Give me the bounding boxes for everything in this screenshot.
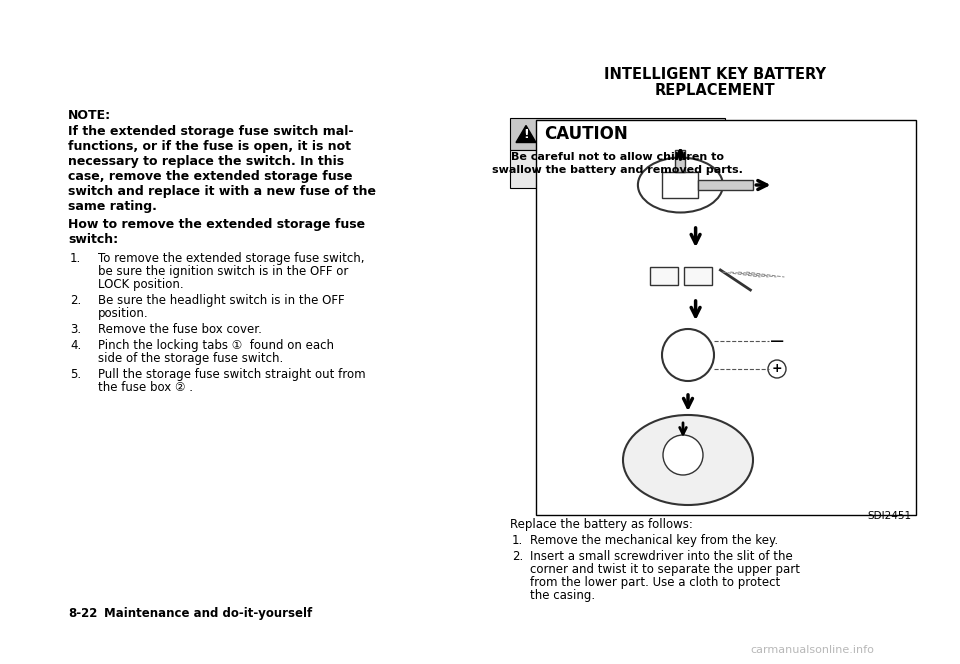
- Bar: [651, 267, 679, 285]
- Text: 3.: 3.: [70, 323, 82, 336]
- Text: CAUTION: CAUTION: [544, 125, 628, 143]
- Text: side of the storage fuse switch.: side of the storage fuse switch.: [98, 352, 283, 365]
- Bar: [676, 150, 685, 172]
- Text: !: !: [523, 129, 529, 141]
- Text: switch:: switch:: [68, 233, 118, 246]
- Circle shape: [768, 360, 786, 378]
- Circle shape: [663, 435, 703, 475]
- Bar: [510, 150, 725, 188]
- Circle shape: [662, 329, 714, 381]
- Text: the casing.: the casing.: [530, 589, 595, 602]
- Text: same rating.: same rating.: [68, 200, 156, 213]
- Text: 1.: 1.: [512, 534, 523, 547]
- Text: Pull the storage fuse switch straight out from: Pull the storage fuse switch straight ou…: [98, 368, 366, 381]
- Text: INTELLIGENT KEY BATTERY: INTELLIGENT KEY BATTERY: [604, 67, 826, 82]
- Text: necessary to replace the switch. In this: necessary to replace the switch. In this: [68, 155, 344, 168]
- Bar: [510, 118, 725, 150]
- Text: NOTE:: NOTE:: [68, 109, 111, 122]
- Text: +: +: [772, 363, 782, 376]
- Text: case, remove the extended storage fuse: case, remove the extended storage fuse: [68, 170, 352, 183]
- Text: switch and replace it with a new fuse of the: switch and replace it with a new fuse of…: [68, 185, 376, 198]
- Bar: [662, 172, 698, 198]
- Text: carmanualsonline.info: carmanualsonline.info: [750, 645, 874, 655]
- Text: Be careful not to allow children to: Be careful not to allow children to: [511, 152, 724, 162]
- Ellipse shape: [623, 415, 753, 505]
- Text: be sure the ignition switch is in the OFF or: be sure the ignition switch is in the OF…: [98, 265, 348, 278]
- Text: position.: position.: [98, 307, 149, 320]
- Text: from the lower part. Use a cloth to protect: from the lower part. Use a cloth to prot…: [530, 576, 780, 589]
- Text: Remove the mechanical key from the key.: Remove the mechanical key from the key.: [530, 534, 779, 547]
- Text: If the extended storage fuse switch mal-: If the extended storage fuse switch mal-: [68, 125, 353, 138]
- Text: Maintenance and do-it-yourself: Maintenance and do-it-yourself: [104, 607, 312, 620]
- Text: 2.: 2.: [70, 294, 82, 307]
- Text: 2.: 2.: [512, 550, 523, 563]
- Text: functions, or if the fuse is open, it is not: functions, or if the fuse is open, it is…: [68, 140, 351, 153]
- Text: corner and twist it to separate the upper part: corner and twist it to separate the uppe…: [530, 563, 800, 576]
- Text: LOCK position.: LOCK position.: [98, 278, 183, 291]
- Text: swallow the battery and removed parts.: swallow the battery and removed parts.: [492, 165, 743, 175]
- Text: Pinch the locking tabs ①  found on each: Pinch the locking tabs ① found on each: [98, 339, 334, 352]
- Text: −: −: [769, 331, 785, 351]
- Bar: [536, 120, 916, 515]
- Text: 4.: 4.: [70, 339, 82, 352]
- Text: To remove the extended storage fuse switch,: To remove the extended storage fuse swit…: [98, 252, 365, 265]
- Text: Remove the fuse box cover.: Remove the fuse box cover.: [98, 323, 262, 336]
- Bar: [684, 267, 712, 285]
- Text: the fuse box ② .: the fuse box ② .: [98, 381, 193, 394]
- Text: Replace the battery as follows:: Replace the battery as follows:: [510, 518, 693, 531]
- Text: REPLACEMENT: REPLACEMENT: [655, 83, 776, 98]
- Text: Insert a small screwdriver into the slit of the: Insert a small screwdriver into the slit…: [530, 550, 793, 563]
- Text: Be sure the headlight switch is in the OFF: Be sure the headlight switch is in the O…: [98, 294, 345, 307]
- Polygon shape: [516, 125, 536, 143]
- Bar: [698, 180, 754, 190]
- Text: 1.: 1.: [70, 252, 82, 265]
- Text: 5.: 5.: [70, 368, 82, 381]
- Text: 8-22: 8-22: [68, 607, 97, 620]
- Text: SDI2451: SDI2451: [868, 511, 912, 521]
- Text: How to remove the extended storage fuse: How to remove the extended storage fuse: [68, 218, 365, 231]
